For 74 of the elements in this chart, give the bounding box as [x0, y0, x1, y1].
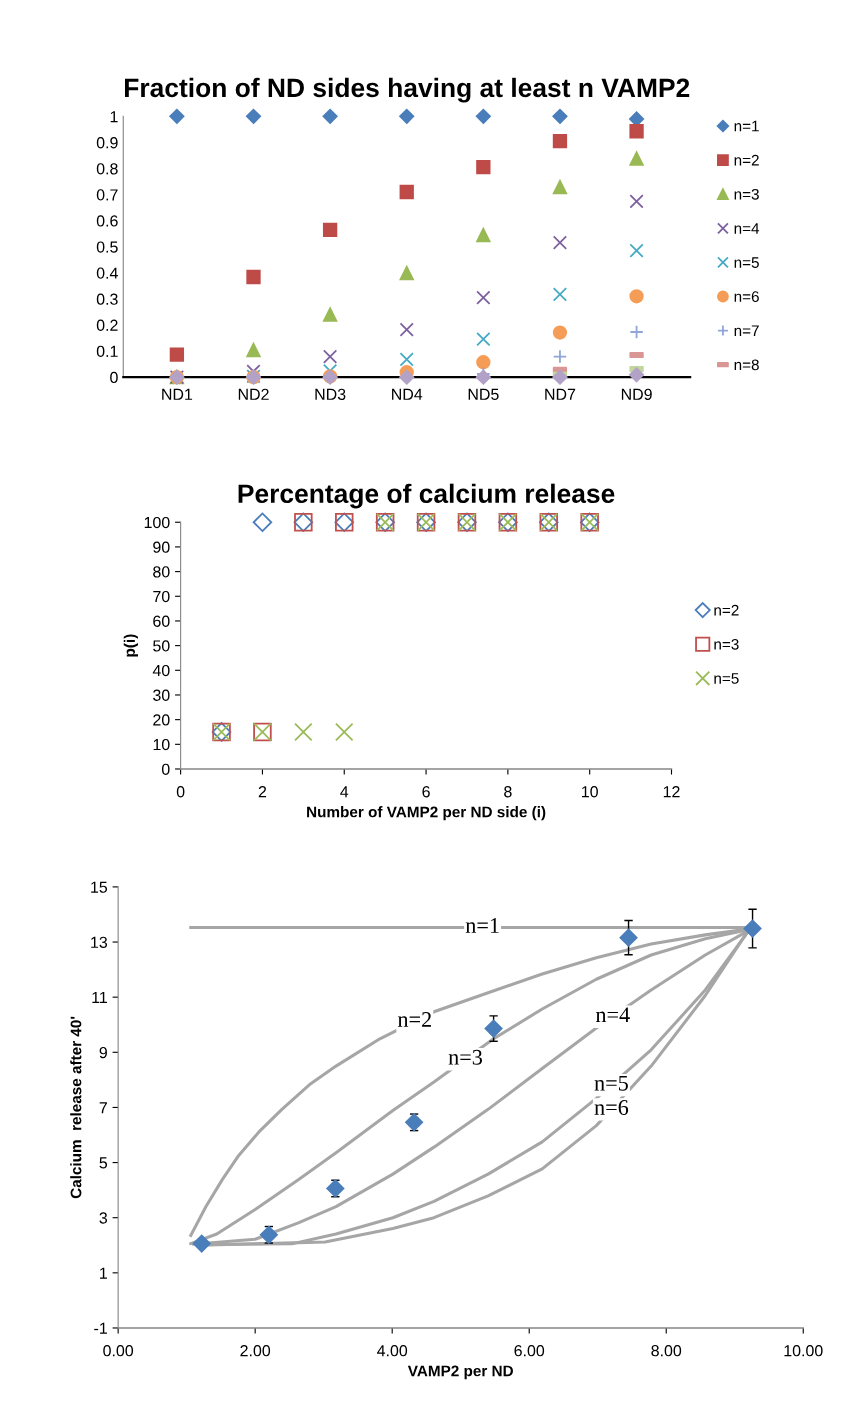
y-tick-label: 20: [153, 714, 170, 726]
y-tick-label: 9: [99, 1046, 107, 1059]
y-tick-label: 80: [153, 566, 170, 578]
y-tick-label: 100: [144, 516, 170, 529]
x-tick-label: 6: [422, 786, 430, 798]
legend-label: n=6: [734, 291, 759, 303]
annotation: n=4: [595, 1007, 630, 1023]
y-tick-label: 11: [92, 991, 107, 1003]
chart-title: Percentage of calcium release: [238, 483, 615, 509]
y-tick-label: 30: [153, 689, 170, 701]
x-tick-label: 10.00: [784, 1345, 823, 1357]
legend-label: n=5: [734, 257, 759, 268]
y-tick-label: 5: [99, 1157, 108, 1169]
y-tick-label: 0.2: [96, 319, 118, 331]
y-tick-label: 1: [110, 111, 118, 123]
x-axis-title: VAMP2 per ND: [407, 1365, 513, 1380]
x-tick-label: ND9: [621, 388, 652, 400]
legend-label: n=3: [734, 188, 759, 200]
y-tick-label: 40: [152, 664, 170, 677]
y-tick-label: 3: [99, 1212, 108, 1224]
annotation: n=1: [465, 918, 499, 933]
y-axis-title: p(i): [123, 634, 139, 657]
y-tick-label: -1: [94, 1322, 107, 1334]
x-tick-label: 12: [663, 786, 680, 798]
annotation: n=3: [448, 1049, 483, 1065]
x-tick-label: 8: [504, 786, 512, 798]
x-tick-label: ND5: [468, 388, 499, 400]
x-axis-title: Number of VAMP2 per ND side (i): [307, 806, 546, 821]
legend-label: n=5: [714, 673, 739, 684]
y-tick-label: 60: [153, 615, 170, 627]
y-axis-title: Calcium release after 40': [70, 1016, 82, 1199]
y-tick-label: 1: [100, 1267, 107, 1279]
legend-label: n=2: [714, 604, 739, 616]
x-tick-label: 6.00: [514, 1345, 545, 1357]
x-tick-label: 4: [340, 786, 349, 798]
annotation: n=6: [594, 1100, 629, 1115]
legend-label: n=4: [734, 223, 760, 234]
y-tick-label: 0.1: [96, 345, 118, 358]
annotation: n=5: [594, 1075, 628, 1091]
y-tick-label: 0.6: [96, 215, 118, 227]
legend-label: n=8: [734, 359, 759, 371]
y-tick-label: 0: [161, 763, 170, 775]
y-tick-label: 70: [153, 590, 170, 603]
y-tick-label: 90: [153, 541, 170, 553]
y-tick-label: 0.7: [96, 189, 118, 201]
x-tick-label: 8.00: [651, 1345, 682, 1357]
y-tick-label: 10: [153, 738, 170, 751]
y-tick-label: 0.9: [96, 137, 118, 149]
x-tick-label: ND3: [315, 388, 346, 400]
x-tick-label: ND7: [545, 388, 576, 400]
x-tick-label: ND4: [392, 388, 423, 400]
y-tick-label: 15: [91, 881, 108, 893]
y-tick-label: 50: [153, 640, 170, 652]
legend-label: n=7: [734, 325, 759, 336]
y-tick-label: 13: [91, 936, 108, 948]
y-tick-label: 0.4: [96, 267, 118, 279]
legend-label: n=2: [734, 154, 759, 166]
legend-label: n=1: [734, 120, 759, 132]
legend-label: n=3: [714, 638, 739, 650]
chart-title: Fraction of ND sides having at least n VAMP2: [125, 77, 690, 103]
y-tick-label: 7: [99, 1102, 107, 1114]
y-tick-label: 0.8: [96, 163, 118, 175]
x-tick-label: 2.00: [240, 1345, 271, 1357]
x-tick-label: 10: [582, 786, 598, 798]
x-tick-label: 4.00: [377, 1345, 408, 1357]
x-tick-label: ND1: [162, 388, 193, 400]
x-tick-label: 2: [258, 786, 267, 798]
y-tick-label: 0.5: [96, 241, 118, 253]
annotation: n=2: [397, 1012, 431, 1027]
x-tick-label: ND2: [238, 388, 269, 400]
x-tick-label: 0.00: [103, 1345, 134, 1357]
y-tick-label: 0.3: [96, 293, 118, 305]
y-tick-label: 0: [110, 371, 118, 384]
x-tick-label: 0: [176, 786, 185, 798]
